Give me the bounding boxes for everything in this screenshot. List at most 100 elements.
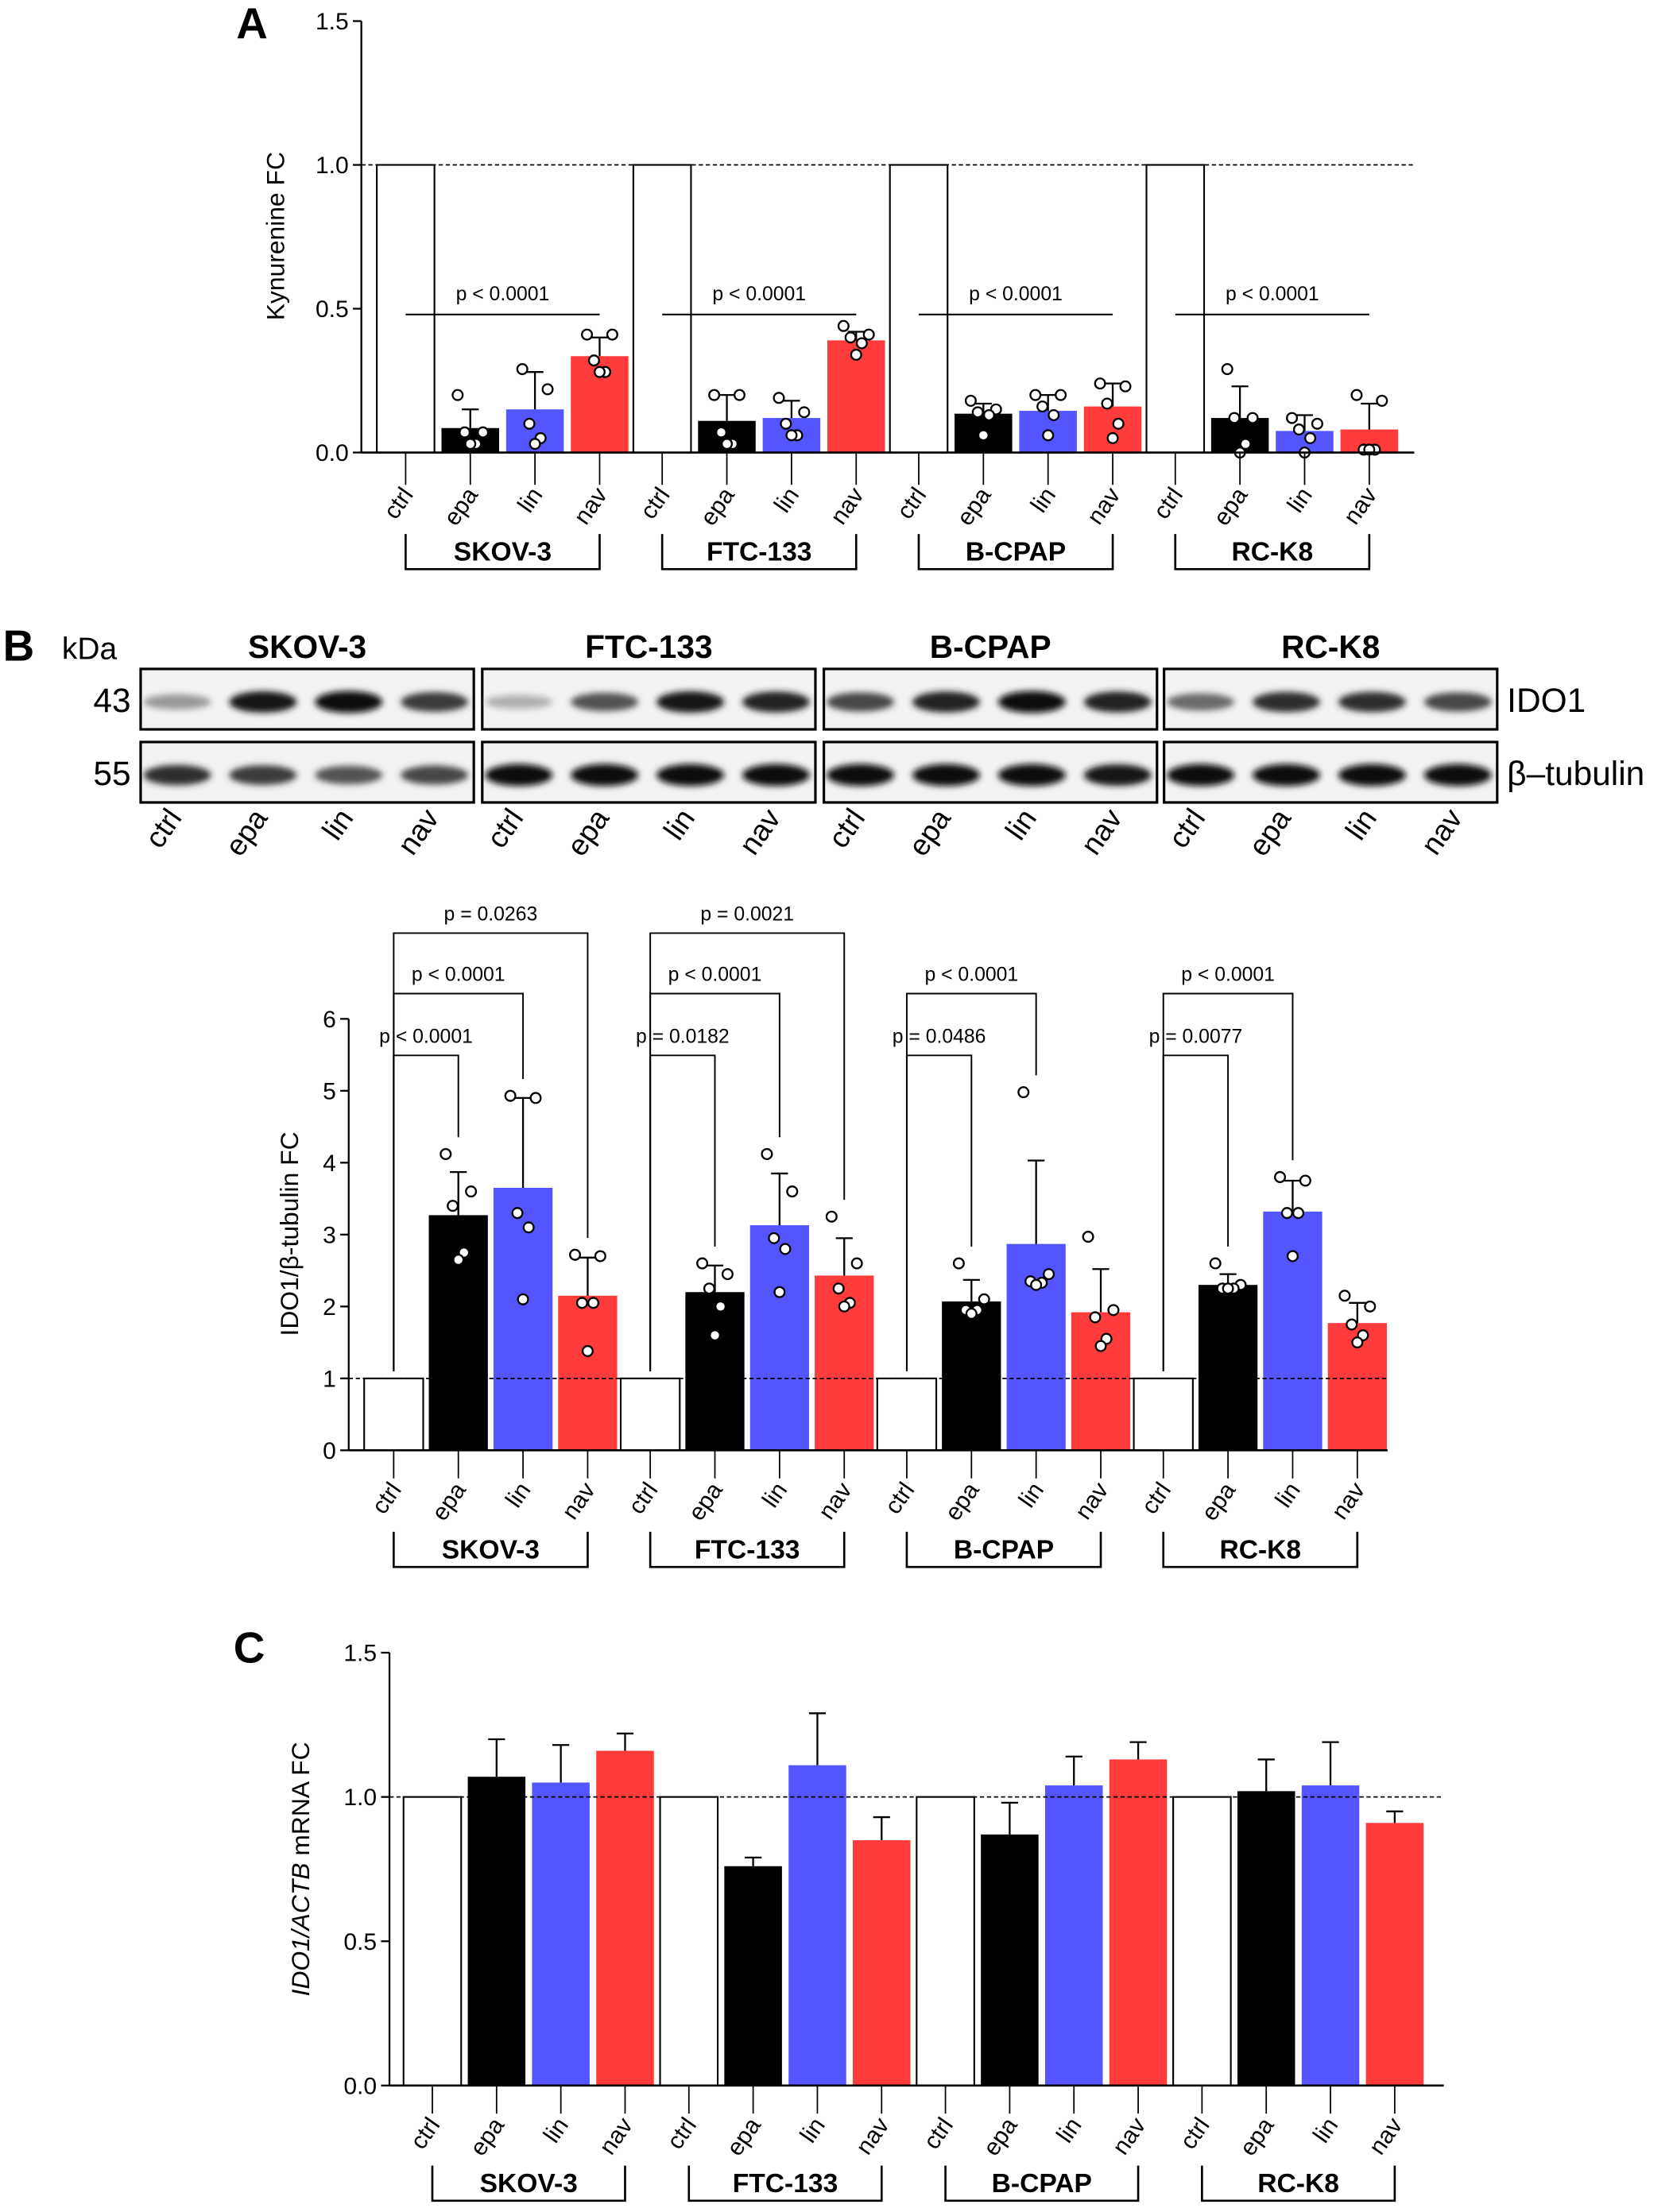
kda-marker: 55 <box>93 755 130 792</box>
bar-b-cpap-epa <box>981 1834 1039 2086</box>
bar-ftc-133-epa <box>685 1292 745 1451</box>
data-point <box>768 1232 780 1244</box>
significance-bracket <box>905 992 1037 1371</box>
data-point <box>733 389 745 401</box>
blot-lane-label: ctrl <box>1161 802 1211 854</box>
x-tick-label: nav <box>557 1478 601 1525</box>
bar-b-cpap-ctrl <box>876 1377 938 1452</box>
data-point <box>855 337 868 350</box>
blot-band <box>401 692 469 712</box>
data-point <box>1221 363 1233 376</box>
y-tick-label: 0 <box>323 1438 336 1464</box>
blot-lane-label: nav <box>1414 802 1469 860</box>
x-tick-label: nav <box>814 1478 858 1525</box>
x-tick-label: ctrl <box>405 2113 445 2154</box>
bar-skov-3-nav <box>596 1750 654 2086</box>
x-tick-label: nav <box>594 2113 638 2160</box>
blot-band <box>1338 691 1406 713</box>
data-point <box>511 1207 524 1220</box>
group-bracket <box>393 1531 589 1568</box>
data-point <box>708 1329 722 1342</box>
bar-rc-k8-epa <box>1198 1285 1258 1451</box>
x-tick-label: ctrl <box>880 1478 920 1519</box>
p-value-label: p = 0.0021 <box>700 904 794 926</box>
data-point <box>1107 1304 1120 1317</box>
data-point <box>780 417 792 430</box>
bar-ftc-133-ctrl <box>659 1796 719 2086</box>
data-point <box>850 348 862 361</box>
x-tick-label: epa <box>722 2113 766 2160</box>
y-tick-label: 0.5 <box>343 1929 377 1955</box>
group-label: SKOV-3 <box>442 1536 540 1565</box>
x-tick-label: ctrl <box>919 2113 958 2154</box>
blot-band <box>485 694 553 710</box>
data-point <box>785 429 798 442</box>
bar-ftc-133-lin <box>749 1225 810 1451</box>
x-tick-label: epa <box>684 1478 728 1526</box>
data-point <box>1311 417 1323 430</box>
blot-lane-label: ctrl <box>138 802 188 854</box>
data-point <box>838 1300 850 1313</box>
bar-skov-3-lin <box>532 1782 590 2086</box>
bar-skov-3-ctrl <box>376 164 436 454</box>
x-tick-label: nav <box>851 2113 895 2160</box>
data-point <box>529 438 541 451</box>
y-tick-label: 1.5 <box>316 9 349 35</box>
data-point <box>522 1221 535 1234</box>
data-point <box>761 1147 773 1160</box>
group-bracket <box>1201 2165 1396 2202</box>
data-point <box>1055 389 1067 401</box>
y-tick-label: 4 <box>323 1150 336 1177</box>
data-point <box>587 354 600 367</box>
blot-lane-label: epa <box>560 802 615 862</box>
data-point <box>1101 397 1113 410</box>
x-tick-label: lin <box>501 1478 536 1513</box>
blot-band <box>997 690 1066 713</box>
x-tick-label: lin <box>1014 1478 1049 1513</box>
data-point <box>825 1210 838 1223</box>
x-tick-label: epa <box>1209 482 1253 530</box>
bar-ftc-133-lin <box>788 1765 846 2086</box>
blot-band <box>827 692 895 712</box>
blot-band <box>143 764 211 786</box>
kda-label: kDa <box>62 632 118 667</box>
bar-ftc-133-epa <box>724 1866 782 2086</box>
blot-lane-label: ctrl <box>821 802 871 854</box>
y-axis-label-text: Kynurenine FC <box>261 152 289 320</box>
data-point <box>1209 1257 1222 1270</box>
blot-band <box>1167 693 1235 711</box>
data-point <box>581 328 594 341</box>
blot-band <box>229 765 297 785</box>
p-value-label: p < 0.0001 <box>412 965 505 986</box>
x-tick-label: lin <box>769 483 804 518</box>
y-axis-label-text: IDO1/β-tubulin FC <box>275 1131 304 1336</box>
data-point <box>1286 1250 1299 1263</box>
bar-rc-k8-nav <box>1365 1823 1424 2086</box>
bar-skov-3-epa <box>428 1215 488 1451</box>
p-value-label: p = 0.0486 <box>893 1026 986 1047</box>
bar-rc-k8-ctrl <box>1145 164 1206 454</box>
x-tick-label: epa <box>1197 1478 1241 1526</box>
data-point <box>1048 408 1060 421</box>
blot-lane-label: lin <box>656 802 701 846</box>
y-tick-label: 1.5 <box>343 1641 377 1667</box>
x-tick-label: ctrl <box>1175 2113 1215 2154</box>
bar-b-cpap-lin <box>1044 1785 1103 2086</box>
blot-band <box>571 764 639 787</box>
blot-band <box>1167 764 1235 787</box>
blot-band <box>997 764 1066 787</box>
p-value-label: p < 0.0001 <box>1181 965 1275 986</box>
x-tick-label: epa <box>427 1478 471 1526</box>
x-tick-label: ctrl <box>367 1478 407 1519</box>
data-point <box>523 417 536 430</box>
x-tick-label: lin <box>796 2113 831 2148</box>
p-value-label: p < 0.0001 <box>924 965 1018 986</box>
data-point <box>606 328 618 341</box>
x-tick-label: lin <box>1051 2113 1086 2148</box>
data-point <box>516 363 529 376</box>
data-point <box>452 1253 465 1266</box>
y-tick-label: 6 <box>323 1007 336 1033</box>
blot-band <box>742 764 810 787</box>
data-point <box>1029 389 1042 401</box>
data-point <box>1364 1300 1377 1313</box>
